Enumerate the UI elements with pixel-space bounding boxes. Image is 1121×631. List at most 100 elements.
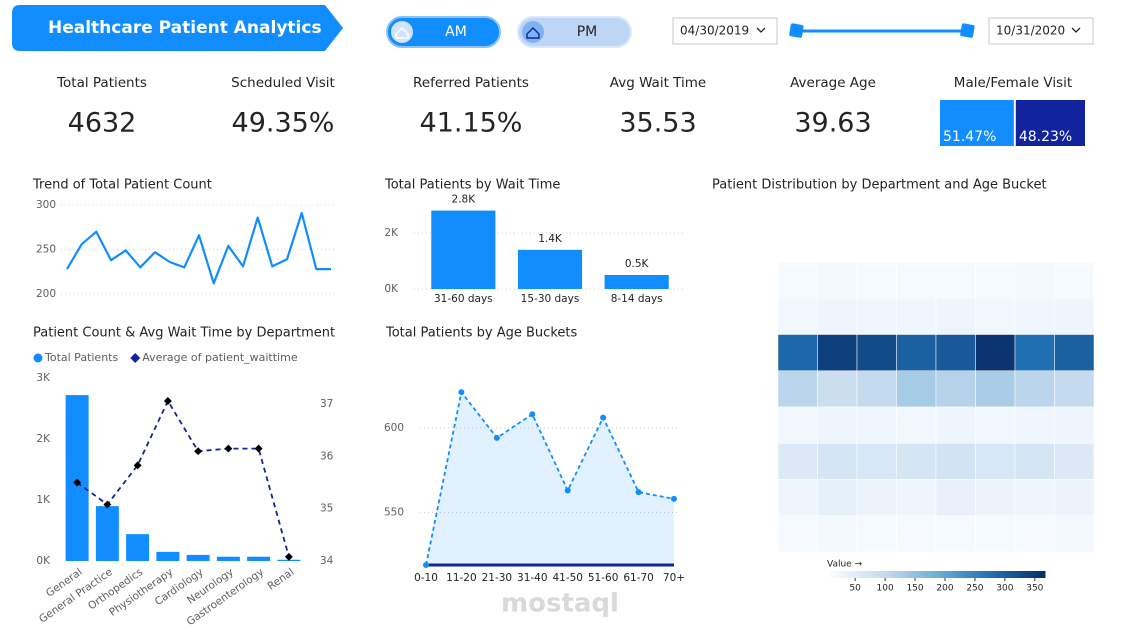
am-pill[interactable] xyxy=(386,16,501,48)
colorbar-tick-label: 300 xyxy=(996,584,1013,594)
split-bar xyxy=(940,100,1014,146)
y-tick-label: 37 xyxy=(320,398,333,410)
heat-cell xyxy=(856,443,897,480)
am-button[interactable]: AM xyxy=(386,16,501,48)
colorbar-label: Value → xyxy=(827,560,863,570)
heat-cell xyxy=(935,261,976,299)
heat-cell xyxy=(856,515,897,553)
am-label[interactable]: AM xyxy=(445,24,467,40)
heat-cell xyxy=(896,298,937,335)
heat-cell xyxy=(777,370,818,408)
colorbar-step xyxy=(1027,571,1032,578)
colorbar-step xyxy=(847,571,852,578)
heat-cell xyxy=(817,334,858,371)
x-tick-label: 21-30 xyxy=(482,572,513,584)
bar xyxy=(431,210,496,289)
legend-swatch xyxy=(130,353,141,363)
heat-cell xyxy=(817,370,858,408)
heat-cell xyxy=(777,443,818,480)
heat-cell xyxy=(935,443,976,480)
slider-handle[interactable] xyxy=(960,23,975,38)
colorbar-step xyxy=(851,571,856,578)
y-tick-label: 36 xyxy=(320,450,334,462)
y-tick-label: 0K xyxy=(36,555,51,567)
wait-marker xyxy=(163,397,172,405)
heat-cell xyxy=(935,298,976,335)
heat-cell xyxy=(856,479,897,516)
watermark: mostaql xyxy=(501,589,619,619)
wait-marker xyxy=(224,444,233,453)
area-point xyxy=(564,487,571,494)
heat-cell xyxy=(1054,370,1095,408)
colorbar-step xyxy=(1034,571,1039,578)
colorbar-step xyxy=(898,571,903,578)
chart-title: Male/Female Visit xyxy=(954,75,1072,91)
colorbar-step xyxy=(1023,571,1028,578)
heat-cell xyxy=(817,515,858,553)
colorbar-tick-label: 250 xyxy=(966,584,983,594)
colorbar-step xyxy=(1019,571,1024,578)
heat-cell xyxy=(1054,515,1095,553)
pm-button[interactable]: PM xyxy=(517,16,632,48)
colorbar-step xyxy=(858,571,863,578)
area-point xyxy=(600,414,607,421)
heat-cell xyxy=(777,515,818,553)
heat-cell xyxy=(935,370,976,408)
wait-marker xyxy=(133,461,142,470)
colorbar-step xyxy=(887,571,892,578)
kpi-label: Referred Patients xyxy=(413,75,529,91)
heat-cell xyxy=(935,406,976,444)
chart-title: Total Patients by Age Buckets xyxy=(385,326,577,341)
heat-cell xyxy=(777,479,818,516)
y-tick-label: 2K xyxy=(36,433,51,445)
pm-label[interactable]: PM xyxy=(577,24,598,40)
y-tick-label: 550 xyxy=(384,506,404,518)
heat-cell xyxy=(1014,479,1055,516)
colorbar-step xyxy=(980,571,985,578)
heat-cell xyxy=(817,406,858,444)
colorbar-step xyxy=(987,571,992,578)
date-from[interactable]: 04/30/2019 xyxy=(680,24,749,38)
heat-cell xyxy=(896,370,937,408)
colorbar-step xyxy=(890,571,895,578)
colorbar-step xyxy=(951,571,956,578)
bar xyxy=(186,554,210,561)
heat-cell xyxy=(1014,261,1055,299)
colorbar-tick-label: 50 xyxy=(849,584,861,594)
date-to[interactable]: 10/31/2020 xyxy=(996,24,1065,38)
colorbar-step xyxy=(933,571,938,578)
dashboard-title: Healthcare Patient Analytics xyxy=(48,18,322,38)
colorbar-step xyxy=(937,571,942,578)
colorbar-step xyxy=(948,571,953,578)
heat-cell xyxy=(1014,298,1055,335)
colorbar-step xyxy=(876,571,881,578)
heat-cell xyxy=(777,406,818,444)
colorbar-step xyxy=(1016,571,1021,578)
colorbar-step xyxy=(883,571,888,578)
heat-cell xyxy=(975,334,1016,371)
colorbar-step xyxy=(869,571,874,578)
colorbar-step xyxy=(1012,571,1017,578)
colorbar-step xyxy=(830,571,835,578)
pm-pill[interactable] xyxy=(517,16,632,48)
heat-cell xyxy=(856,298,897,335)
y-tick-label: 200 xyxy=(36,288,56,300)
x-tick-label: 0-10 xyxy=(414,572,438,584)
colorbar-step xyxy=(912,571,917,578)
colorbar-step xyxy=(840,571,845,578)
colorbar-step xyxy=(862,571,867,578)
heat-cell xyxy=(975,443,1016,480)
heat-cell xyxy=(896,479,937,516)
x-tick-label: 8-14 days xyxy=(611,293,663,305)
heat-cell xyxy=(975,406,1016,444)
split-label: 51.47% xyxy=(943,129,996,145)
bar xyxy=(247,556,271,561)
wait-marker xyxy=(254,444,263,453)
colorbar-step xyxy=(1037,571,1042,578)
colorbar-step xyxy=(905,571,910,578)
colorbar-step xyxy=(944,571,949,578)
slider-handle[interactable] xyxy=(789,23,804,38)
colorbar-step xyxy=(837,571,842,578)
colorbar-step xyxy=(969,571,974,578)
home-icon xyxy=(526,27,540,39)
